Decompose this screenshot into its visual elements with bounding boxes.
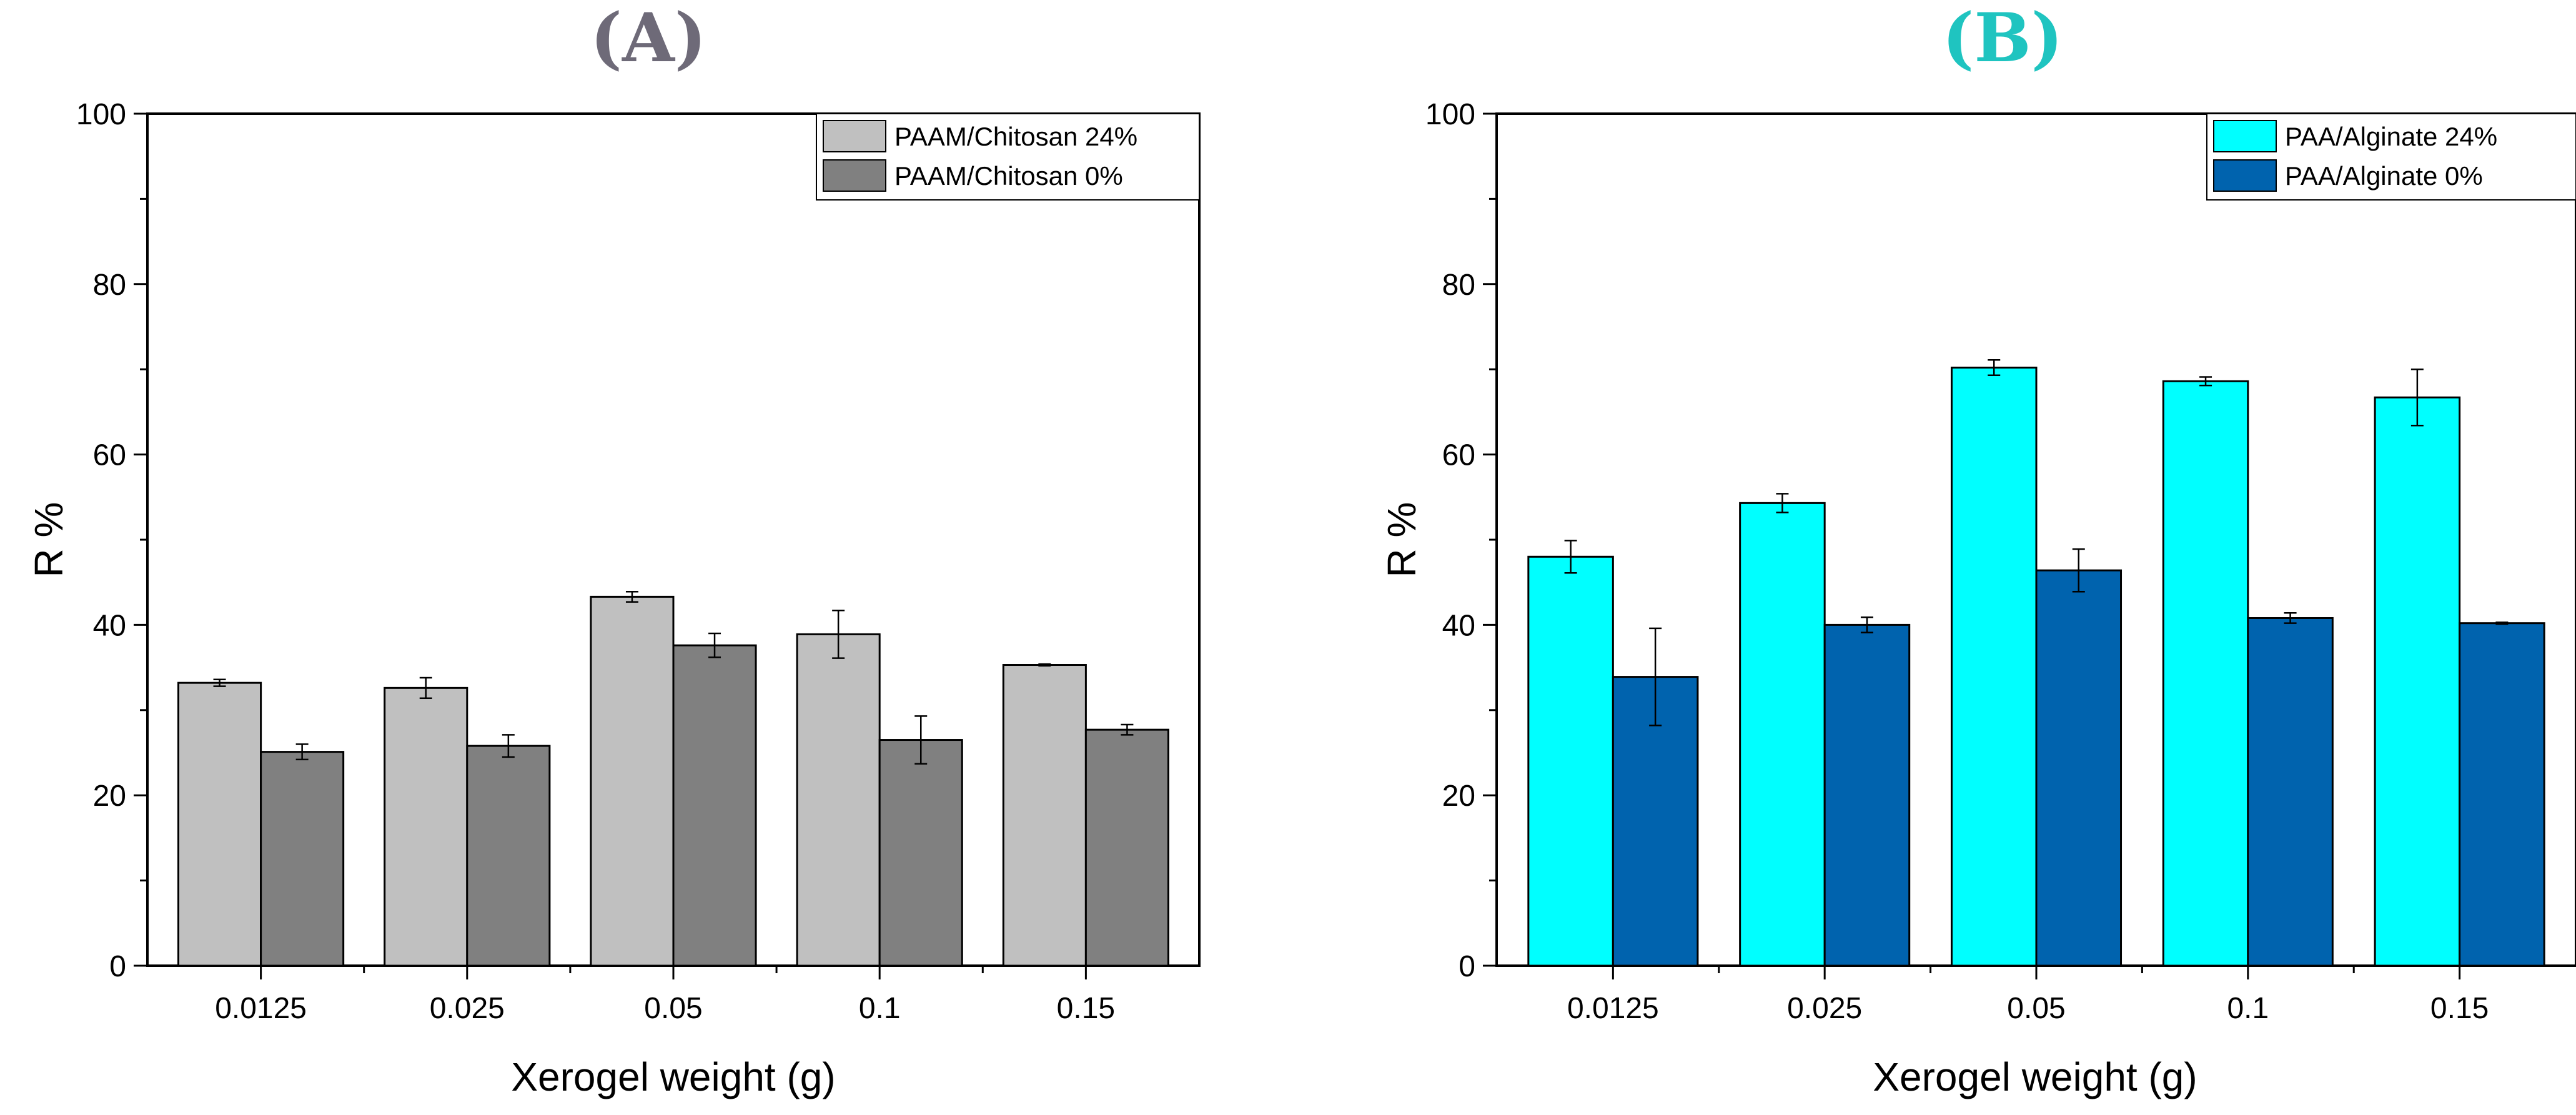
x-tick-label: 0.1: [2227, 992, 2269, 1025]
x-axis-title: Xerogel weight (g): [511, 1054, 835, 1099]
legend-swatch-1: [2213, 159, 2277, 192]
panel-label: (B): [1942, 0, 2063, 77]
y-tick-label: 60: [93, 439, 126, 472]
y-axis-title: R %: [26, 502, 71, 578]
y-tick-label: 80: [1442, 269, 1475, 302]
error-bar: [1038, 663, 1051, 667]
bar: [2459, 622, 2545, 967]
error-bar: [1649, 627, 1662, 726]
error-bar: [1564, 540, 1577, 574]
legend-label-0: PAAM/Chitosan 24%: [894, 122, 1137, 151]
legend-label-0: PAA/Alginate 24%: [2285, 122, 2497, 151]
error-bar: [2199, 376, 2212, 387]
error-bar: [1121, 723, 1134, 736]
legend: PAAM/Chitosan 24% PAAM/Chitosan 0%: [816, 113, 1200, 201]
x-tick-label: 0.025: [1787, 992, 1862, 1025]
y-tick-label: 40: [93, 609, 126, 642]
legend-label-1: PAA/Alginate 0%: [2285, 161, 2483, 191]
y-tick-label: 60: [1442, 439, 1475, 472]
error-bar: [2284, 612, 2297, 624]
y-axis: 0 20 40 60 80 100: [76, 98, 147, 983]
y-axis-title: R %: [1379, 502, 1424, 578]
bar: [796, 633, 881, 967]
x-tick-label: 0.05: [2007, 992, 2065, 1025]
legend: PAA/Alginate 24% PAA/Alginate 0%: [2206, 113, 2576, 201]
bar: [177, 681, 262, 967]
bar-marks: [1527, 359, 2545, 967]
y-tick-label: 100: [1425, 98, 1475, 131]
y-tick-label: 80: [93, 269, 126, 302]
error-bar: [914, 715, 928, 765]
x-axis-title: Xerogel weight (g): [1873, 1054, 2197, 1099]
legend-swatch-1: [823, 159, 886, 192]
bar: [2374, 396, 2461, 967]
bar: [2247, 617, 2334, 967]
error-bar: [1776, 493, 1789, 513]
error-bar: [2072, 548, 2085, 593]
y-tick-label: 0: [109, 950, 126, 983]
error-bar: [625, 590, 638, 603]
bar: [466, 745, 551, 967]
error-bar: [708, 632, 721, 658]
x-tick-label: 0.0125: [1567, 992, 1659, 1025]
x-tick-label: 0.15: [2430, 992, 2489, 1025]
x-tick-label: 0.05: [644, 992, 702, 1025]
error-bar: [295, 743, 309, 761]
error-bar: [1860, 616, 1873, 633]
y-tick-label: 20: [1442, 780, 1475, 813]
error-bar: [502, 734, 515, 758]
bar: [590, 595, 675, 967]
error-bar: [2495, 622, 2509, 625]
bar: [1823, 623, 1911, 967]
x-tick-label: 0.025: [430, 992, 505, 1025]
bar-marks: [177, 590, 1169, 967]
y-axis: 0 20 40 60 80 100: [1425, 98, 1497, 983]
bar: [1527, 555, 1614, 967]
bar: [878, 739, 963, 967]
bar: [1739, 502, 1826, 967]
bar: [2035, 569, 2123, 967]
legend-swatch-0: [2213, 120, 2277, 152]
x-tick-label: 0.15: [1057, 992, 1115, 1025]
x-axis: 0.0125 0.025 0.05 0.1 0.15: [215, 966, 1115, 1025]
error-bar: [1988, 359, 2001, 376]
bar: [384, 686, 468, 967]
bar: [1084, 728, 1169, 967]
x-axis: 0.0125 0.025 0.05 0.1 0.15: [1567, 966, 2489, 1025]
panel-label: (A): [590, 0, 706, 77]
error-bar: [419, 676, 432, 699]
y-tick-label: 40: [1442, 609, 1475, 642]
bar: [1002, 664, 1087, 967]
bar: [2162, 380, 2249, 967]
bar: [672, 644, 757, 967]
x-tick-label: 0.0125: [215, 992, 307, 1025]
bar: [260, 751, 345, 967]
x-tick-label: 0.1: [859, 992, 901, 1025]
legend-label-1: PAAM/Chitosan 0%: [894, 161, 1123, 191]
error-bar: [2410, 368, 2424, 427]
bar: [1950, 366, 2038, 967]
error-bar: [832, 609, 845, 659]
error-bar: [213, 678, 226, 687]
y-tick-label: 20: [93, 780, 126, 813]
legend-swatch-0: [823, 120, 886, 152]
y-tick-label: 0: [1459, 950, 1475, 983]
y-tick-label: 100: [76, 98, 126, 131]
